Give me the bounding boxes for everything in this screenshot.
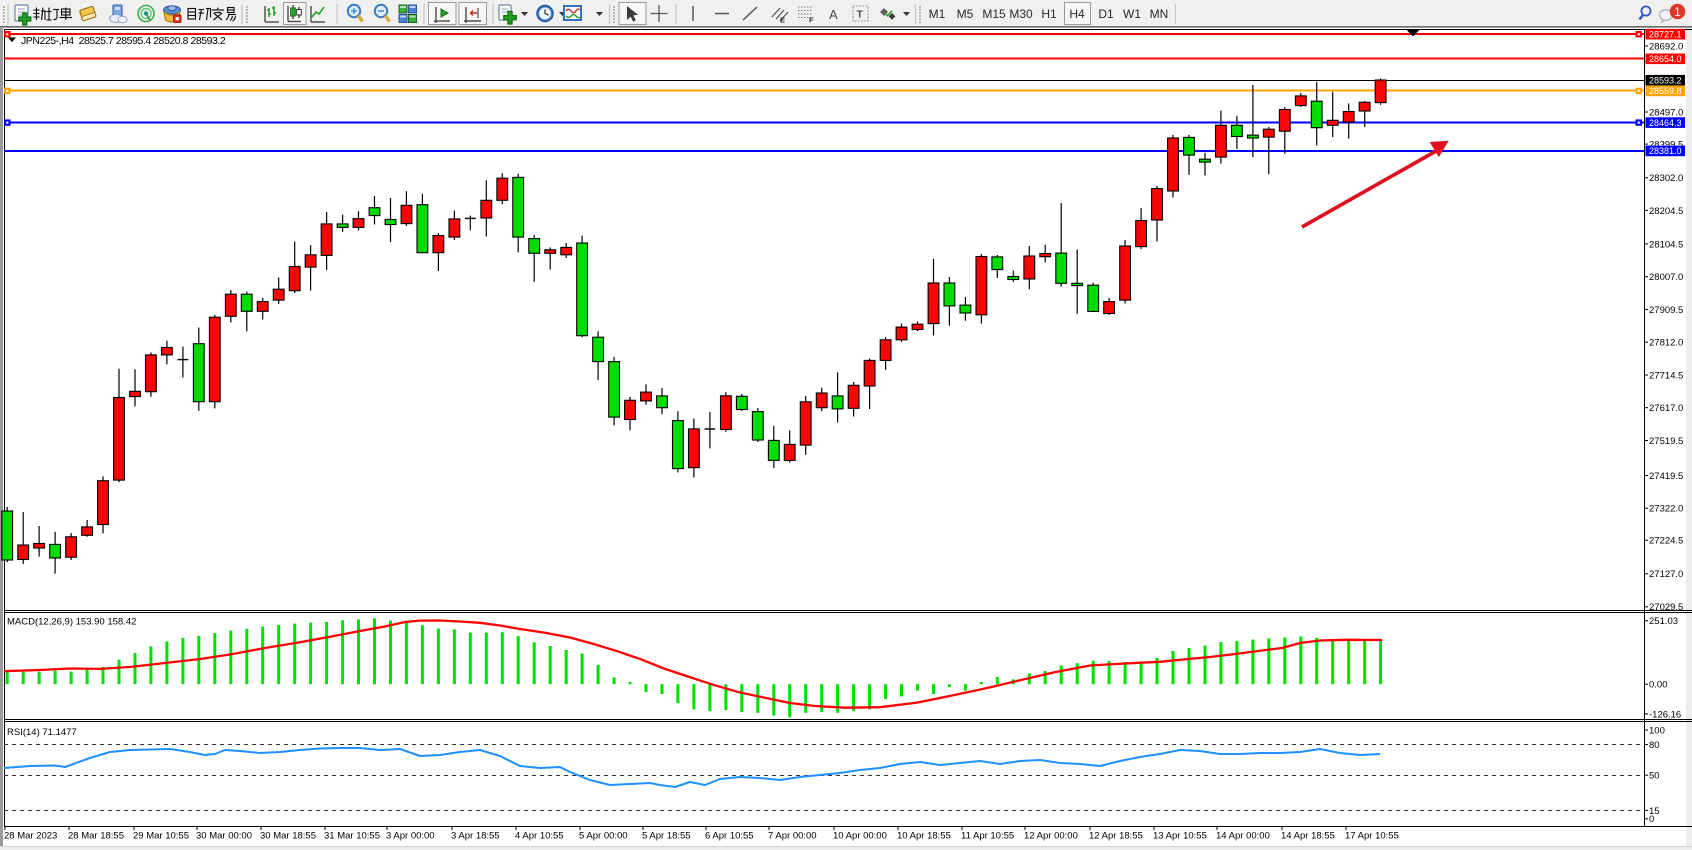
svg-text:28464.3: 28464.3 (1649, 118, 1682, 128)
svg-text:28593.2: 28593.2 (1649, 76, 1682, 86)
svg-text:27224.5: 27224.5 (1649, 536, 1683, 547)
svg-text:H4: H4 (1069, 7, 1085, 21)
svg-text:4 Apr 10:55: 4 Apr 10:55 (515, 831, 564, 842)
svg-text:31 Mar 10:55: 31 Mar 10:55 (324, 831, 380, 842)
svg-text:MN: MN (1150, 7, 1169, 21)
svg-text:T: T (857, 9, 864, 21)
svg-text:11 Apr 10:55: 11 Apr 10:55 (961, 831, 1014, 842)
svg-text:17 Apr 10:55: 17 Apr 10:55 (1345, 831, 1399, 842)
svg-text:28559.8: 28559.8 (1649, 86, 1682, 96)
svg-text:28727.1: 28727.1 (1649, 30, 1682, 40)
svg-text:100: 100 (1649, 725, 1665, 736)
svg-text:30 Mar 18:55: 30 Mar 18:55 (260, 831, 316, 842)
svg-text:28302.0: 28302.0 (1649, 173, 1683, 184)
svg-text:12 Apr 00:00: 12 Apr 00:00 (1024, 831, 1078, 842)
svg-text:14 Apr 00:00: 14 Apr 00:00 (1216, 831, 1270, 842)
svg-text:30 Mar 00:00: 30 Mar 00:00 (196, 831, 252, 842)
svg-text:10 Apr 18:55: 10 Apr 18:55 (897, 831, 951, 842)
svg-text:5 Apr 18:55: 5 Apr 18:55 (642, 831, 691, 842)
svg-text:7 Apr 00:00: 7 Apr 00:00 (768, 831, 817, 842)
svg-text:5 Apr 00:00: 5 Apr 00:00 (579, 831, 628, 842)
svg-text:1: 1 (1674, 5, 1681, 19)
svg-text:27322.0: 27322.0 (1649, 504, 1683, 515)
svg-text:28104.5: 28104.5 (1649, 239, 1683, 250)
svg-text:H1: H1 (1041, 7, 1057, 21)
svg-text:10 Apr 00:00: 10 Apr 00:00 (833, 831, 887, 842)
svg-text:80: 80 (1649, 740, 1660, 751)
svg-text:27909.5: 27909.5 (1649, 305, 1683, 316)
svg-text:28399.5: 28399.5 (1649, 140, 1683, 151)
svg-text:F: F (809, 16, 814, 25)
svg-text:27617.0: 27617.0 (1649, 403, 1683, 414)
svg-text:M30: M30 (1009, 7, 1033, 21)
svg-text:27029.5: 27029.5 (1649, 602, 1683, 613)
svg-text:D1: D1 (1098, 7, 1114, 21)
svg-text:27812.0: 27812.0 (1649, 338, 1683, 349)
svg-text:M5: M5 (957, 7, 974, 21)
svg-text:28007.0: 28007.0 (1649, 272, 1683, 283)
svg-text:15: 15 (1649, 806, 1660, 817)
svg-text:3 Apr 00:00: 3 Apr 00:00 (386, 831, 435, 842)
svg-text:28654.0: 28654.0 (1649, 54, 1682, 64)
svg-text:-126.16: -126.16 (1649, 709, 1681, 720)
svg-text:0.00: 0.00 (1649, 680, 1668, 691)
svg-text:A: A (829, 7, 838, 22)
svg-text:12 Apr 18:55: 12 Apr 18:55 (1089, 831, 1143, 842)
svg-text:28 Mar 18:55: 28 Mar 18:55 (68, 831, 124, 842)
svg-text:M1: M1 (929, 7, 946, 21)
svg-text:JPN225-,H4 28525.7 28595.4 28: JPN225-,H4 28525.7 28595.4 28520.8 28593… (21, 35, 226, 47)
svg-text:RSI(14) 71.1477: RSI(14) 71.1477 (7, 727, 77, 738)
svg-text:27714.5: 27714.5 (1649, 370, 1683, 381)
svg-text:W1: W1 (1123, 7, 1141, 21)
svg-text:28497.0: 28497.0 (1649, 107, 1683, 118)
svg-text:0: 0 (1649, 814, 1654, 825)
svg-text:E: E (780, 16, 785, 25)
svg-text:28381.0: 28381.0 (1649, 146, 1682, 156)
svg-text:27519.5: 27519.5 (1649, 436, 1683, 447)
svg-text:14 Apr 18:55: 14 Apr 18:55 (1281, 831, 1335, 842)
svg-text:28 Mar 2023: 28 Mar 2023 (4, 831, 57, 842)
svg-text:28692.0: 28692.0 (1649, 41, 1683, 52)
svg-text:13 Apr 10:55: 13 Apr 10:55 (1153, 831, 1207, 842)
svg-text:29 Mar 10:55: 29 Mar 10:55 (133, 831, 189, 842)
svg-text:50: 50 (1649, 771, 1660, 782)
svg-text:6 Apr 10:55: 6 Apr 10:55 (705, 831, 754, 842)
svg-text:3 Apr 18:55: 3 Apr 18:55 (451, 831, 500, 842)
svg-text:251.03: 251.03 (1649, 616, 1678, 627)
svg-text:28204.5: 28204.5 (1649, 206, 1683, 217)
svg-text:MACD(12,26,9) 153.90 158.42: MACD(12,26,9) 153.90 158.42 (7, 616, 136, 627)
svg-text:27419.5: 27419.5 (1649, 471, 1683, 482)
svg-text:M15: M15 (982, 7, 1006, 21)
svg-text:27127.0: 27127.0 (1649, 569, 1683, 580)
